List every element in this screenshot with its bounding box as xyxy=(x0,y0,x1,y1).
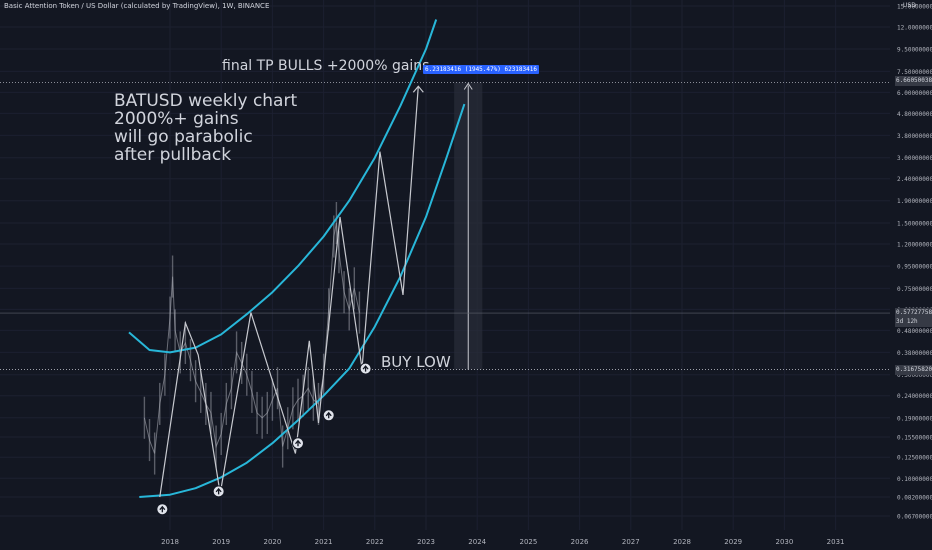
x-tick-label: 2029 xyxy=(724,538,742,546)
buy-arrow-icon xyxy=(322,409,335,422)
buy-arrow-icon xyxy=(292,437,304,450)
x-tick-label: 2031 xyxy=(827,538,845,546)
y-tick-label: 0.12500000 xyxy=(897,455,932,462)
upper-channel-curve xyxy=(128,19,438,354)
y-tick-label: 9.50000000 xyxy=(897,47,932,54)
y-tick-label: 12.00000000 xyxy=(897,25,932,32)
horizontal-levels xyxy=(0,82,890,370)
parabolic-channel xyxy=(128,19,466,498)
buy-low-annotation[interactable]: BUY LOW xyxy=(381,353,451,371)
y-tick-label: 1.50000000 xyxy=(897,221,932,228)
y-tick-label: 0.48000000 xyxy=(897,328,932,335)
y-tick-label: 0.75000000 xyxy=(897,286,932,293)
zigzag-path xyxy=(159,85,424,498)
time-axis: 2018 2019 2020 2021 2022 2023 2024 2025 2026 2027… xyxy=(161,538,844,546)
y-tick-label: 0.38000000 xyxy=(897,350,932,357)
buy-arrow-icon xyxy=(359,362,372,375)
x-tick-label: 2028 xyxy=(673,538,691,546)
y-tick-label: 3.00000000 xyxy=(897,155,932,162)
y-tick-label: 7.50000000 xyxy=(897,69,932,76)
marker-arrow xyxy=(362,365,369,372)
y-tick-label: 0.08200000 xyxy=(897,494,932,501)
marker-arrow xyxy=(325,411,332,419)
y-tick-label: 0.06700000 xyxy=(897,514,932,521)
main-annotation[interactable]: BATUSD weekly chart 2000%+ gains will go… xyxy=(114,92,297,164)
annotation-line: will go parabolic xyxy=(114,127,253,147)
current-price-value: 0.57727758 xyxy=(896,309,932,316)
x-tick-label: 2021 xyxy=(315,538,333,546)
price-line xyxy=(143,222,360,454)
y-tick-label: 0.10000000 xyxy=(897,476,932,483)
x-tick-label: 2022 xyxy=(366,538,384,546)
buy-arrow-icon xyxy=(212,485,225,498)
target-price-tag: 6.66050038 xyxy=(895,76,932,86)
y-tick-label: 15.00000000 xyxy=(897,4,932,11)
x-tick-label: 2019 xyxy=(212,538,230,546)
y-tick-label: 4.80000000 xyxy=(897,111,932,118)
x-tick-label: 2026 xyxy=(571,538,589,546)
y-tick-label: 0.95000000 xyxy=(897,264,932,271)
x-tick-label: 2030 xyxy=(775,538,793,546)
annotation-line: 2000%+ gains xyxy=(114,109,239,129)
y-tick-label: 2.40000000 xyxy=(897,176,932,183)
x-tick-label: 2020 xyxy=(263,538,281,546)
currency-label: USD xyxy=(903,2,916,9)
buy-arrow-icon xyxy=(156,503,169,516)
x-tick-label: 2024 xyxy=(468,538,486,546)
buy-low-price-tag: 0.31675820 xyxy=(895,365,932,375)
annotation-line: after pullback xyxy=(114,145,232,165)
tp-measure-box xyxy=(454,82,483,370)
bar-countdown: 3d 12h xyxy=(896,318,918,325)
x-tick-label: 2018 xyxy=(161,538,179,546)
y-tick-label: 0.24000000 xyxy=(897,393,932,400)
tp-annotation[interactable]: final TP BULLS +2000% gains xyxy=(222,58,430,74)
current-price-tag: 0.57727758 3d 12h xyxy=(895,308,932,327)
price-series xyxy=(143,201,361,475)
y-tick-label: 3.80000000 xyxy=(897,133,932,140)
y-tick-label: 1.20000000 xyxy=(897,242,932,249)
measure-arrowhead xyxy=(463,82,473,90)
buy-markers xyxy=(156,362,372,516)
marker-arrow xyxy=(215,487,222,495)
y-tick-label: 0.30000000 xyxy=(897,372,932,379)
marker-arrow xyxy=(295,439,301,447)
y-tick-label: 6.00000000 xyxy=(897,90,932,97)
annotation-line: BATUSD weekly chart xyxy=(114,91,298,111)
price-axis: 15.00000000 12.00000000 9.50000000 7.500000… xyxy=(897,4,932,521)
y-tick-label: 0.15500000 xyxy=(897,434,932,441)
lower-channel-curve xyxy=(139,103,466,498)
x-tick-label: 2025 xyxy=(519,538,537,546)
y-tick-label: 1.90000000 xyxy=(897,198,932,205)
x-tick-label: 2023 xyxy=(417,538,435,546)
zigzag-arrowhead xyxy=(412,85,424,93)
tp-measure-label: 6.23183416 (1945.47%) 623183416 xyxy=(423,65,539,74)
zigzag-line xyxy=(159,86,419,498)
symbol-title: Basic Attention Token / US Dollar (calcu… xyxy=(4,2,270,10)
x-tick-label: 2027 xyxy=(622,538,640,546)
y-tick-label: 0.19000000 xyxy=(897,415,932,422)
grid xyxy=(0,0,890,530)
marker-arrow xyxy=(159,505,166,513)
